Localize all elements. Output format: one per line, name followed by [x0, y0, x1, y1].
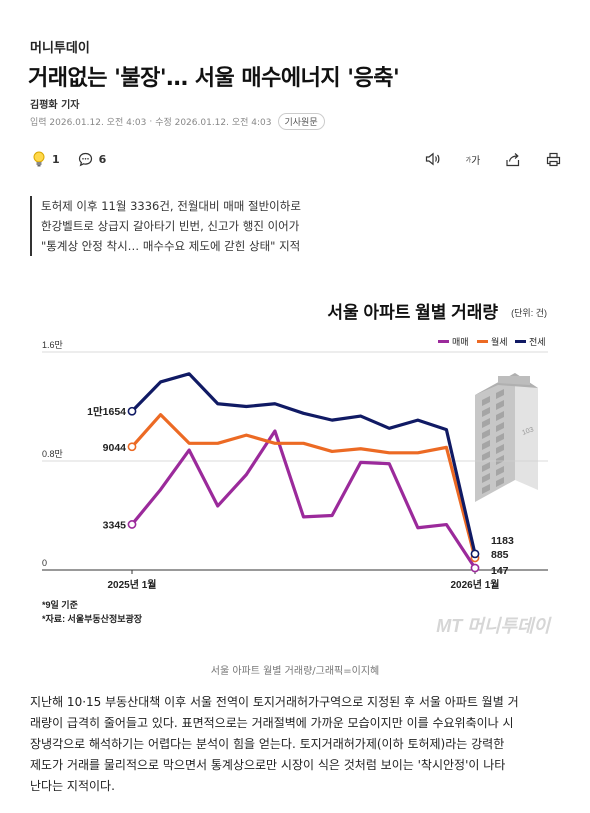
building-window [482, 396, 490, 406]
x-axis-ticks: 2025년 1월 2026년 1월 [108, 570, 500, 591]
building-window [496, 422, 504, 432]
comment-count: 6 [98, 152, 107, 166]
y-tick-label: 0 [42, 558, 47, 568]
share-button[interactable] [504, 150, 522, 168]
series-line-monthly-rent [130, 413, 477, 560]
body-line: 래량이 급격히 줄어들고 있다. 표면적으로는 거래절벽에 가까운 모습이지만 … [30, 716, 514, 730]
chart-legend: 매매 월세 전세 [438, 336, 546, 347]
article-body: 지난해 10·15 부동산대책 이후 서울 전역이 토지거래허가구역으로 지정된… [30, 692, 562, 797]
building-window [496, 455, 504, 465]
building-window [496, 477, 504, 487]
article-summary: 토허제 이후 11월 3336건, 전월대비 매매 절반이하로 한강벨트로 상급… [30, 196, 301, 256]
building-window [496, 411, 504, 421]
series-line-sale [130, 429, 477, 570]
building-window [482, 451, 490, 461]
building-illustration: 103 [475, 373, 538, 502]
like-button[interactable]: 1 [32, 151, 60, 167]
legend-label-sale: 매매 [452, 337, 469, 347]
building-window [482, 462, 490, 472]
building-window [482, 473, 490, 483]
building-window [496, 433, 504, 443]
x-tick-label: 2025년 1월 [108, 578, 157, 591]
point-label: 3345 [103, 519, 127, 531]
chart-note-source: *자료: 서울부동산정보광장 [42, 613, 143, 624]
chart-grid [42, 351, 548, 571]
chart-unit: (단위: 건) [511, 308, 547, 318]
date-separator: · [149, 116, 153, 127]
transaction-volume-chart: 서울 아파트 월별 거래량 (단위: 건) 매매 월세 전세 103 1.6만 0… [20, 280, 575, 655]
print-button[interactable] [544, 150, 562, 168]
like-count: 1 [52, 152, 60, 166]
modified-date: 수정 2026.01.12. 오전 4:03 [155, 118, 272, 128]
legend-label-jeonse: 전세 [529, 337, 546, 347]
building-window [482, 407, 490, 417]
series-endpoint [470, 549, 480, 559]
reactions-bar: 1 6 [32, 151, 124, 167]
y-axis-ticks: 1.6만 0.8만 0 [42, 340, 63, 568]
chart-title: 서울 아파트 월별 거래량 [327, 303, 498, 322]
point-label: 147 [491, 565, 509, 577]
building-window [482, 418, 490, 428]
speaker-icon [425, 152, 440, 166]
building-window [496, 389, 504, 399]
legend-swatch-monthly-rent [477, 340, 488, 343]
series-line-jeonse [130, 372, 477, 556]
chart-watermark: MT 머니투데이 [436, 616, 552, 636]
chart-series [130, 372, 477, 570]
listen-button[interactable] [424, 150, 442, 168]
building-window [482, 440, 490, 450]
body-line: 난다는 지적이다. [30, 779, 115, 793]
original-article-button[interactable]: 기사원문 [277, 113, 325, 130]
building-window [482, 429, 490, 439]
chart-figure[interactable]: 서울 아파트 월별 거래량 (단위: 건) 매매 월세 전세 103 1.6만 0… [20, 280, 575, 655]
comment-icon [78, 152, 92, 166]
printer-icon [546, 152, 560, 166]
font-size-label: 가 [471, 155, 481, 167]
dateline: 입력 2026.01.12. 오전 4:03 · 수정 2026.01.12. … [30, 113, 325, 130]
point-label: 1183 [491, 535, 514, 547]
body-line: 제도가 거래를 물리적으로 막으면서 통계상으로만 시장이 식은 것처럼 보이는… [30, 758, 506, 772]
series-endpoint [127, 442, 137, 452]
series-endpoint [127, 520, 137, 529]
point-label: 1만1654 [87, 405, 126, 418]
y-tick-label: 0.8만 [42, 449, 63, 459]
y-tick-label: 1.6만 [42, 340, 63, 350]
body-line: 장냉각으로 해석하기는 어렵다는 분석이 힘을 얻는다. 토지거래허가제(이하 … [30, 737, 505, 751]
point-label: 885 [491, 549, 509, 561]
font-size-icon: 가 [465, 156, 472, 164]
point-label: 9044 [103, 442, 127, 454]
series-endpoint [127, 406, 137, 416]
lightbulb-icon [33, 151, 45, 167]
chart-note-date: *9일 기준 [42, 599, 78, 610]
series-endpoint [470, 563, 480, 573]
share-icon [506, 152, 520, 166]
x-tick-label: 2026년 1월 [451, 578, 500, 591]
summary-line: "통계상 안정 착시… 매수수요 제도에 갇힌 상태" 지적 [41, 239, 301, 253]
building-window [496, 400, 504, 410]
press-name[interactable]: 머니투데이 [30, 41, 90, 56]
chart-point-labels: 1만1654 9044 3345 1183 885 147 [87, 405, 514, 577]
summary-line: 토허제 이후 11월 3336건, 전월대비 매매 절반이하로 [41, 199, 301, 213]
chart-caption: 서울 아파트 월별 거래량/그래픽=이지혜 [210, 666, 380, 677]
byline[interactable]: 김평화 기자 [30, 100, 80, 111]
building-number: 103 [521, 426, 534, 437]
building-window [496, 466, 504, 476]
body-line: 지난해 10·15 부동산대책 이후 서울 전역이 토지거래허가구역으로 지정된… [30, 695, 519, 709]
article-headline: 거래없는 '불장'… 서울 매수에너지 '응축' [28, 66, 400, 91]
chart-endpoints [127, 406, 480, 573]
comment-button[interactable]: 6 [78, 152, 107, 167]
input-date: 입력 2026.01.12. 오전 4:03 [30, 118, 147, 128]
summary-line: 한강벨트로 상급지 갈아타기 빈번, 신고가 행진 이어가 [41, 219, 300, 233]
legend-label-monthly-rent: 월세 [491, 336, 508, 347]
building-window [482, 484, 490, 494]
legend-swatch-jeonse [515, 340, 526, 343]
legend-swatch-sale [438, 340, 449, 343]
building-window [496, 444, 504, 454]
